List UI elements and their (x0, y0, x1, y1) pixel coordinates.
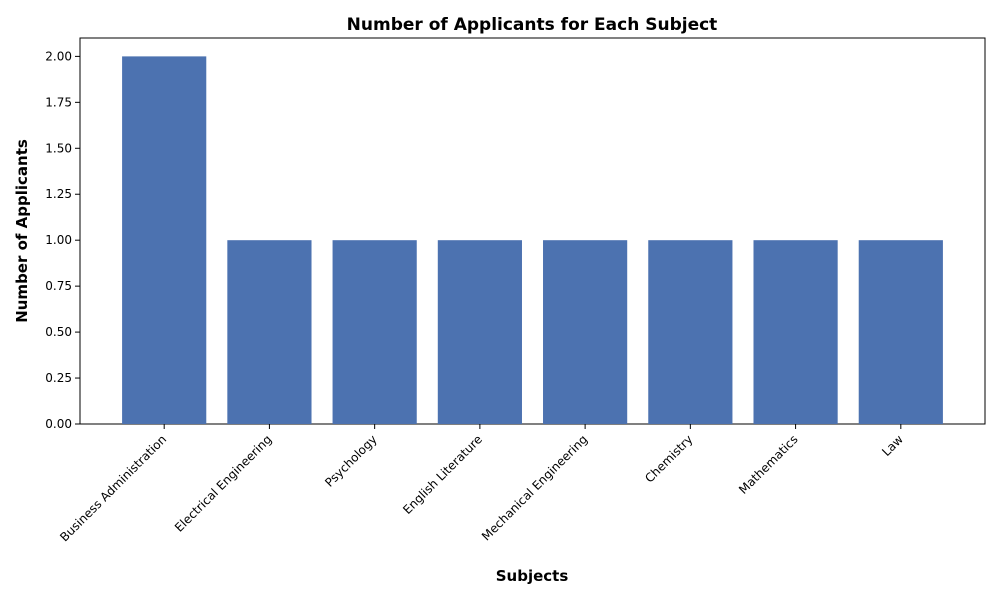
y-tick-label: 0.00 (45, 417, 72, 431)
bar (332, 240, 417, 424)
x-axis: Business Administration Electrical Engine… (57, 424, 906, 544)
bars-layer (122, 56, 943, 424)
y-tick-label: 1.50 (45, 141, 72, 155)
y-tick-label: 1.00 (45, 233, 72, 247)
bar (648, 240, 733, 424)
chart-title: Number of Applicants for Each Subject (347, 15, 718, 35)
y-tick-label: 2.00 (45, 49, 72, 63)
y-axis-title: Number of Applicants (13, 139, 31, 323)
bar (437, 240, 522, 424)
bar (122, 56, 207, 424)
y-tick-label: 0.25 (45, 371, 72, 385)
bar (858, 240, 943, 424)
x-tick-label: English Literature (400, 432, 485, 517)
y-tick-label: 0.75 (45, 279, 72, 293)
y-tick-label: 1.25 (45, 187, 72, 201)
x-tick-label: Chemistry (642, 432, 695, 485)
y-tick-label: 1.75 (45, 95, 72, 109)
bar (543, 240, 628, 424)
x-axis-title: Subjects (496, 567, 569, 585)
plot-area: 0.00 0.25 0.50 0.75 1.00 1.25 1.50 1.75 2.00 Bus… (45, 37, 986, 544)
bar (227, 240, 312, 424)
x-tick-label: Law (879, 432, 906, 459)
x-tick-label: Electrical Engineering (172, 432, 275, 535)
x-tick-label: Mathematics (736, 432, 801, 497)
bar (753, 240, 838, 424)
x-tick-label: Psychology (322, 432, 380, 490)
plot-frame (79, 37, 986, 425)
y-tick-label: 0.50 (45, 325, 72, 339)
y-axis: 0.00 0.25 0.50 0.75 1.00 1.25 1.50 1.75 2.00 (45, 49, 80, 431)
x-tick-label: Business Administration (57, 432, 169, 544)
x-tick-label: Mechanical Engineering (479, 432, 590, 543)
